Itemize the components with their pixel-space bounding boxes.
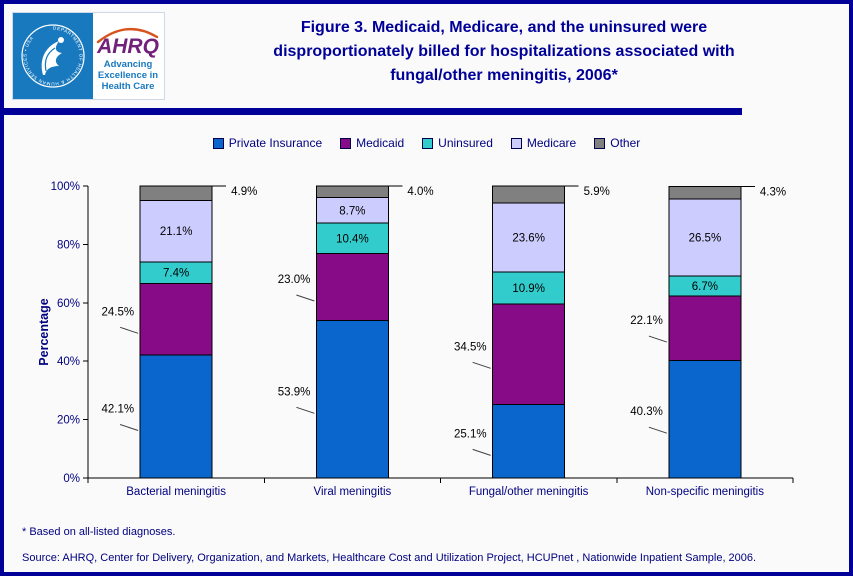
segment-medicaid [315, 252, 389, 322]
figure-title-line2: disproportionately billed for hospitaliz… [273, 43, 735, 60]
bar-fungal-other-meningitis: 25.1% 34.5% 10.9% 23.6% 5.9% [454, 185, 610, 479]
ahrq-tagline-line: Health Care [102, 81, 155, 92]
segment-private-insurance [139, 354, 213, 479]
segment-medicaid [668, 295, 742, 361]
y-tick-label: 100% [51, 181, 80, 193]
x-axis-label-non-specific-meningitis: Non-specific meningitis [646, 486, 764, 498]
y-tick-label: 60% [57, 298, 80, 310]
leader-line [648, 426, 668, 434]
ahrq-acronym: AHRQ [96, 35, 159, 58]
data-label-other: 4.0% [407, 186, 433, 198]
y-tick-label: 40% [57, 356, 80, 368]
segment-medicare [668, 198, 742, 277]
data-label-other: 4.9% [231, 186, 257, 198]
data-label-private-insurance: 25.1% [454, 428, 487, 440]
segment-private-insurance [492, 404, 566, 479]
legend-item-medicare: Medicare [510, 136, 577, 150]
legend-item-uninsured: Uninsured [422, 136, 493, 150]
chart-legend: Private Insurance Medicaid Uninsured Medica… [4, 136, 849, 150]
segment-medicaid [492, 303, 566, 406]
data-label-uninsured: 10.4% [336, 233, 369, 245]
data-label-medicaid: 22.1% [630, 315, 663, 327]
x-axis-label-fungal-other-meningitis: Fungal/other meningitis [469, 486, 589, 498]
x-axis-label-viral-meningitis: Viral meningitis [313, 486, 391, 498]
chart-canvas: 42.1% 24.5% 7.4% 21.1% 4.9% Bacterial meningi… [37, 181, 794, 498]
hhs-seal-ring [21, 24, 85, 88]
ahrq-tagline-line: Excellence in [98, 70, 158, 81]
leader-line [119, 326, 139, 334]
data-label-medicaid: 34.5% [454, 341, 487, 353]
legend-label: Private Insurance [228, 136, 323, 150]
legend-label: Other [610, 136, 641, 150]
legend-swatch-icon [594, 137, 606, 149]
bar-non-specific-meningitis: 40.3% 22.1% 6.7% 26.5% 4.3% [630, 185, 786, 479]
data-label-other: 4.3% [760, 186, 786, 198]
data-label-uninsured: 7.4% [163, 268, 189, 280]
leader-line [296, 406, 315, 414]
figure-title-line3: fungal/other meningitis, 2006* [390, 67, 618, 84]
leader-line [472, 361, 491, 369]
segment-medicaid [139, 283, 213, 356]
leader-line [648, 335, 668, 343]
leader-line [119, 424, 139, 432]
ahrq-hhs-logo: DEPARTMENT OF HEALTH & HUMAN SERVICES • … [12, 12, 165, 100]
data-label-other: 5.9% [584, 186, 610, 198]
legend-label: Uninsured [438, 136, 493, 150]
data-label-uninsured: 6.7% [692, 281, 718, 293]
ahrq-arc [96, 27, 159, 44]
segment-uninsured [315, 222, 389, 254]
legend-item-other: Other [594, 136, 640, 150]
legend-label: Medicaid [356, 136, 405, 150]
data-label-private-insurance: 40.3% [630, 406, 663, 418]
y-axis-title: Percentage [37, 298, 51, 365]
legend-swatch-icon [510, 137, 522, 149]
footnote-asterisk: * Based on all-listed diagnoses. [22, 526, 176, 538]
segment-other [315, 185, 389, 199]
segment-other [139, 185, 213, 201]
data-label-medicaid: 24.5% [102, 306, 135, 318]
legend-swatch-icon [422, 137, 434, 149]
stacked-bar-chart: 42.1% 24.5% 7.4% 21.1% 4.9% Bacterial meningi… [4, 160, 849, 520]
bar-bacterial-meningitis: 42.1% 24.5% 7.4% 21.1% 4.9% [102, 185, 257, 479]
data-label-medicaid: 23.0% [278, 274, 311, 286]
data-label-medicare: 8.7% [339, 205, 365, 217]
segment-private-insurance [315, 320, 389, 479]
y-tick-label: 0% [63, 473, 80, 485]
segment-other [668, 185, 742, 200]
legend-label: Medicare [526, 136, 577, 150]
data-label-medicare: 23.6% [512, 233, 545, 245]
bar-viral-meningitis: 53.9% 23.0% 10.4% 8.7% 4.0% [278, 185, 434, 479]
header-divider [4, 108, 742, 115]
hhs-eagle-icon [41, 37, 64, 75]
segment-medicare [315, 197, 389, 224]
y-tick-label: 20% [57, 415, 80, 427]
ahrq-logo-graphic: DEPARTMENT OF HEALTH & HUMAN SERVICES • … [13, 13, 159, 99]
data-label-private-insurance: 53.9% [278, 386, 311, 398]
legend-swatch-icon [212, 137, 224, 149]
y-tick-label: 80% [57, 239, 80, 251]
ahrq-tagline-line: Advancing [104, 59, 153, 70]
segment-other [492, 185, 566, 204]
figure-title-line1: Figure 3. Medicaid, Medicare, and the un… [300, 19, 708, 36]
segment-medicare [139, 199, 213, 263]
leader-line [472, 448, 491, 456]
data-label-medicare: 26.5% [689, 233, 722, 245]
segment-private-insurance [668, 359, 742, 479]
legend-swatch-icon [340, 137, 352, 149]
data-label-uninsured: 10.9% [512, 283, 545, 295]
data-label-private-insurance: 42.1% [102, 404, 135, 416]
legend-item-private-insurance: Private Insurance [212, 136, 323, 150]
leader-line [296, 294, 315, 302]
figure-title: Figure 3. Medicaid, Medicare, and the un… [180, 16, 828, 88]
data-label-medicare: 21.1% [160, 226, 193, 238]
legend-item-medicaid: Medicaid [340, 136, 404, 150]
x-axis-label-bacterial-meningitis: Bacterial meningitis [126, 486, 226, 498]
source-note: Source: AHRQ, Center for Delivery, Organ… [22, 552, 757, 564]
